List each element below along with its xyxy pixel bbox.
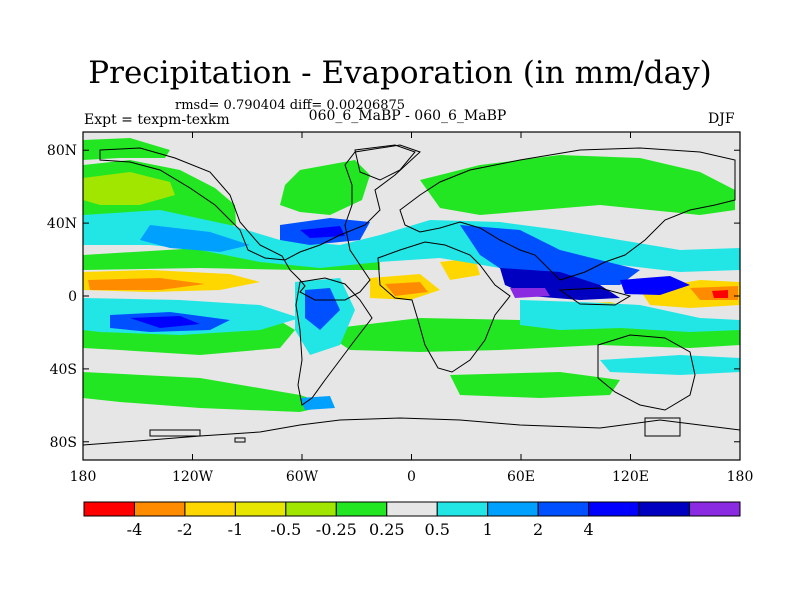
field-darkblue-south-pacific [130,316,200,328]
colorbar-swatch [285,501,337,517]
x-tick-label: 180 [70,469,97,485]
colorbar-swatch [184,501,236,517]
field-green-south-indian [450,372,620,398]
y-tick-label: 40N [47,216,77,232]
colorbar-swatch [83,501,135,517]
colorbar-swatch [487,501,539,517]
field-red-spot [712,290,728,298]
x-tick-label: 120W [172,469,214,485]
field-yellow-africa [440,258,480,280]
colorbar-label: -0.25 [316,520,357,539]
field-purple-indonesia [510,288,550,298]
field-darkblue-atlantic [300,226,345,238]
x-tick-label: 0 [407,469,416,485]
chart-stats: rmsd= 0.790404 diff= 0.00206875 [175,98,406,113]
map-field [83,132,740,460]
season-label: DJF [708,111,735,127]
colorbar-label: 4 [584,520,594,539]
colorbar [83,501,741,517]
runs-label: 060_6_MaBP - 060_6_MaBP [308,108,507,124]
coast-greenland [354,144,416,181]
field-blue-west-pacific [620,276,690,295]
x-tick-label: 60E [507,469,535,485]
field-cyan-antarctic-rim [300,396,335,410]
coast-africa [377,241,511,373]
colorbar-swatch [386,501,438,517]
experiment-label: Expt = texpm-texkm [84,112,230,128]
field-blue-south-america [305,288,340,330]
colorbar-swatch [234,501,287,517]
colorbar-swatch [436,501,489,517]
coast-antarctic-islands [149,417,681,443]
colorbar-label: -0.5 [270,520,301,539]
y-tick-label: 0 [68,289,77,305]
y-tick-label: 80S [50,435,77,451]
coast-maritime-continent [558,287,632,306]
field-yellow-north-pacific [83,172,175,205]
colorbar-swatch [638,501,691,517]
colorbar-labels: -4 -2 -1 -0.5 -0.25 0.25 0.5 1 2 4 [127,520,594,539]
coastlines [83,144,740,446]
chart-title: Precipitation - Evaporation (in mm/day) [88,55,712,91]
coast-south-america [295,277,373,406]
coast-australia [597,334,696,411]
y-tick-label: 80N [47,143,77,159]
y-tick-label: 40S [50,362,77,378]
colorbar-label: 0.25 [369,520,405,539]
colorbar-label: 1 [483,520,493,539]
colorbar-label: -2 [177,520,193,539]
colorbar-swatch [689,501,741,517]
coast-eurasia [399,147,736,281]
field-orange-pacific [88,278,205,290]
axis-tick-labels: 180 120W 60W 0 60E 120E 180 80N 40N 0 40S 80S [47,143,753,485]
colorbar-swatch [588,501,640,517]
field-orange-atlantic [385,282,428,296]
field-green-southern-ocean [83,372,330,412]
field-green-north-atlantic [280,160,370,215]
axis-ticks [82,132,741,460]
x-tick-label: 120E [612,469,649,485]
x-tick-label: 60W [286,469,319,485]
field-blue-north-pacific [140,225,250,252]
colorbar-label: 2 [533,520,543,539]
field-cyan-southern-ocean [600,355,740,375]
field-green-eurasia [420,155,735,215]
colorbar-swatch [537,501,590,517]
colorbar-swatch [335,501,388,517]
colorbar-swatch [133,501,186,517]
colorbar-label: -1 [228,520,244,539]
coast-north-america [99,144,421,301]
field-cyan-south-indian [520,300,740,332]
colorbar-label: -4 [127,520,143,539]
x-tick-label: 180 [727,469,754,485]
colorbar-label: 0.5 [425,520,450,539]
